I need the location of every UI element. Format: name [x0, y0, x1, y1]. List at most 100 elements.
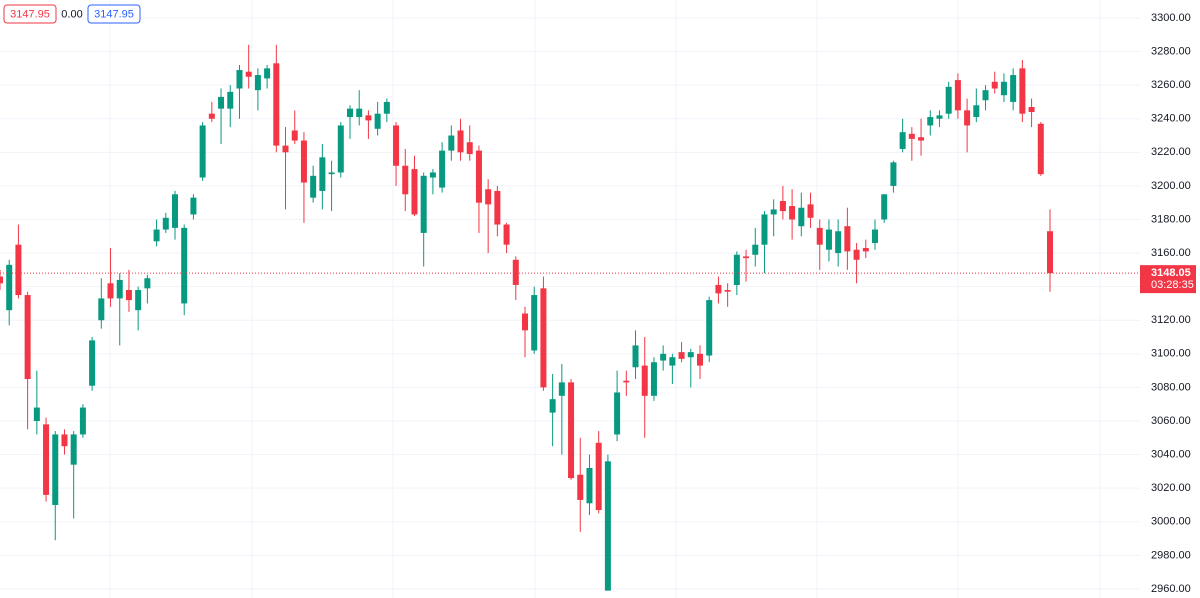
candle-body — [310, 175, 317, 198]
candle-body — [172, 194, 178, 228]
y-tick-label: 3100.00 — [1151, 348, 1191, 360]
candle-body — [300, 140, 307, 183]
candle-body — [982, 90, 989, 101]
candle-body — [43, 424, 50, 495]
sell-box[interactable] — [3, 4, 57, 24]
candle-body — [678, 352, 685, 359]
candle-body — [116, 279, 123, 299]
candle-body — [761, 214, 768, 245]
candle-body — [687, 352, 694, 358]
candle-body — [623, 380, 630, 383]
candle-body — [1047, 231, 1053, 274]
candle-body — [660, 353, 667, 361]
candle-body — [899, 132, 906, 149]
candle-body — [245, 71, 252, 77]
spread: 0.00 — [61, 8, 82, 20]
candle-body — [503, 224, 510, 245]
candle-body — [650, 362, 657, 396]
candle-body — [429, 172, 436, 178]
candle-body — [954, 80, 961, 111]
candle-body — [918, 137, 925, 141]
candle-body — [669, 357, 676, 366]
candle-body — [991, 81, 998, 89]
candle-body — [494, 190, 501, 225]
candle-body — [439, 150, 446, 188]
candle-body — [706, 300, 713, 356]
candle-body — [319, 157, 326, 191]
y-tick-label: 2980.00 — [1151, 549, 1191, 561]
candle-body — [743, 256, 750, 259]
candle-body — [586, 468, 593, 504]
y-tick-label: 3200.00 — [1151, 180, 1191, 192]
candle-body — [236, 70, 243, 89]
candle-body — [715, 284, 722, 294]
buy-box[interactable] — [87, 4, 141, 24]
candle-body — [291, 130, 298, 141]
candle-body — [282, 145, 289, 153]
candle-body — [540, 288, 547, 388]
y-tick-label: 3000.00 — [1151, 516, 1191, 528]
candle-body — [135, 290, 142, 311]
candle-body — [531, 295, 538, 351]
y-tick-label: 3020.00 — [1151, 482, 1191, 494]
candle-body — [79, 407, 86, 435]
candle-body — [337, 125, 344, 173]
candle-body — [411, 169, 418, 215]
candle-body — [227, 91, 234, 109]
candle-body — [798, 207, 805, 227]
candle-body — [1037, 123, 1044, 175]
candle-body — [724, 290, 731, 292]
candle-body — [558, 382, 565, 396]
candle-body — [153, 229, 160, 242]
candle-body — [1010, 75, 1017, 102]
candle-body — [835, 231, 842, 254]
candle-body — [844, 226, 851, 252]
candle-body — [24, 295, 31, 380]
candle-body — [107, 283, 114, 299]
candle-body — [466, 142, 473, 154]
candle-body — [374, 113, 381, 129]
candle-body — [779, 201, 786, 212]
candle-body — [347, 108, 353, 118]
buy-price: 3147.95 — [94, 8, 134, 20]
candle-body — [862, 248, 869, 252]
candle-body — [945, 86, 952, 114]
candle-body — [890, 162, 897, 186]
quote-header: 3147.95 0.00 3147.95 — [3, 4, 141, 24]
candle-body — [632, 345, 639, 368]
y-tick-label: 3180.00 — [1151, 213, 1191, 225]
sell-price: 3147.95 — [10, 8, 50, 20]
candle-body — [816, 227, 823, 245]
candle-body — [522, 313, 528, 331]
candle-body — [807, 204, 814, 218]
y-tick-label: 2960.00 — [1151, 583, 1191, 595]
candle-body — [190, 197, 197, 215]
candle-body — [853, 249, 860, 260]
candle-body — [264, 68, 271, 79]
candle-body — [1000, 81, 1007, 96]
y-tick-label: 3060.00 — [1151, 415, 1191, 427]
candle-body — [577, 474, 584, 500]
candle-body — [0, 276, 3, 284]
candle-body — [475, 150, 482, 203]
y-tick-label: 3240.00 — [1151, 113, 1191, 125]
candle-body — [383, 101, 390, 114]
candle-body — [1019, 68, 1026, 114]
candle-body — [457, 130, 464, 153]
candle-body — [328, 172, 335, 175]
candle-body — [927, 117, 934, 126]
candle-body — [825, 229, 832, 250]
candle-body — [697, 353, 703, 366]
candle-body — [770, 209, 777, 215]
candle-body — [208, 113, 215, 119]
candle-body — [6, 264, 13, 311]
y-tick-label: 3160.00 — [1151, 247, 1191, 259]
candle-body — [512, 259, 519, 285]
countdown-label: 03:28:35 — [1151, 279, 1194, 291]
candle-body — [641, 365, 648, 396]
candle-body — [1028, 106, 1035, 113]
candle-body — [218, 96, 225, 109]
candle-body — [420, 175, 427, 233]
candle-body — [393, 125, 400, 166]
